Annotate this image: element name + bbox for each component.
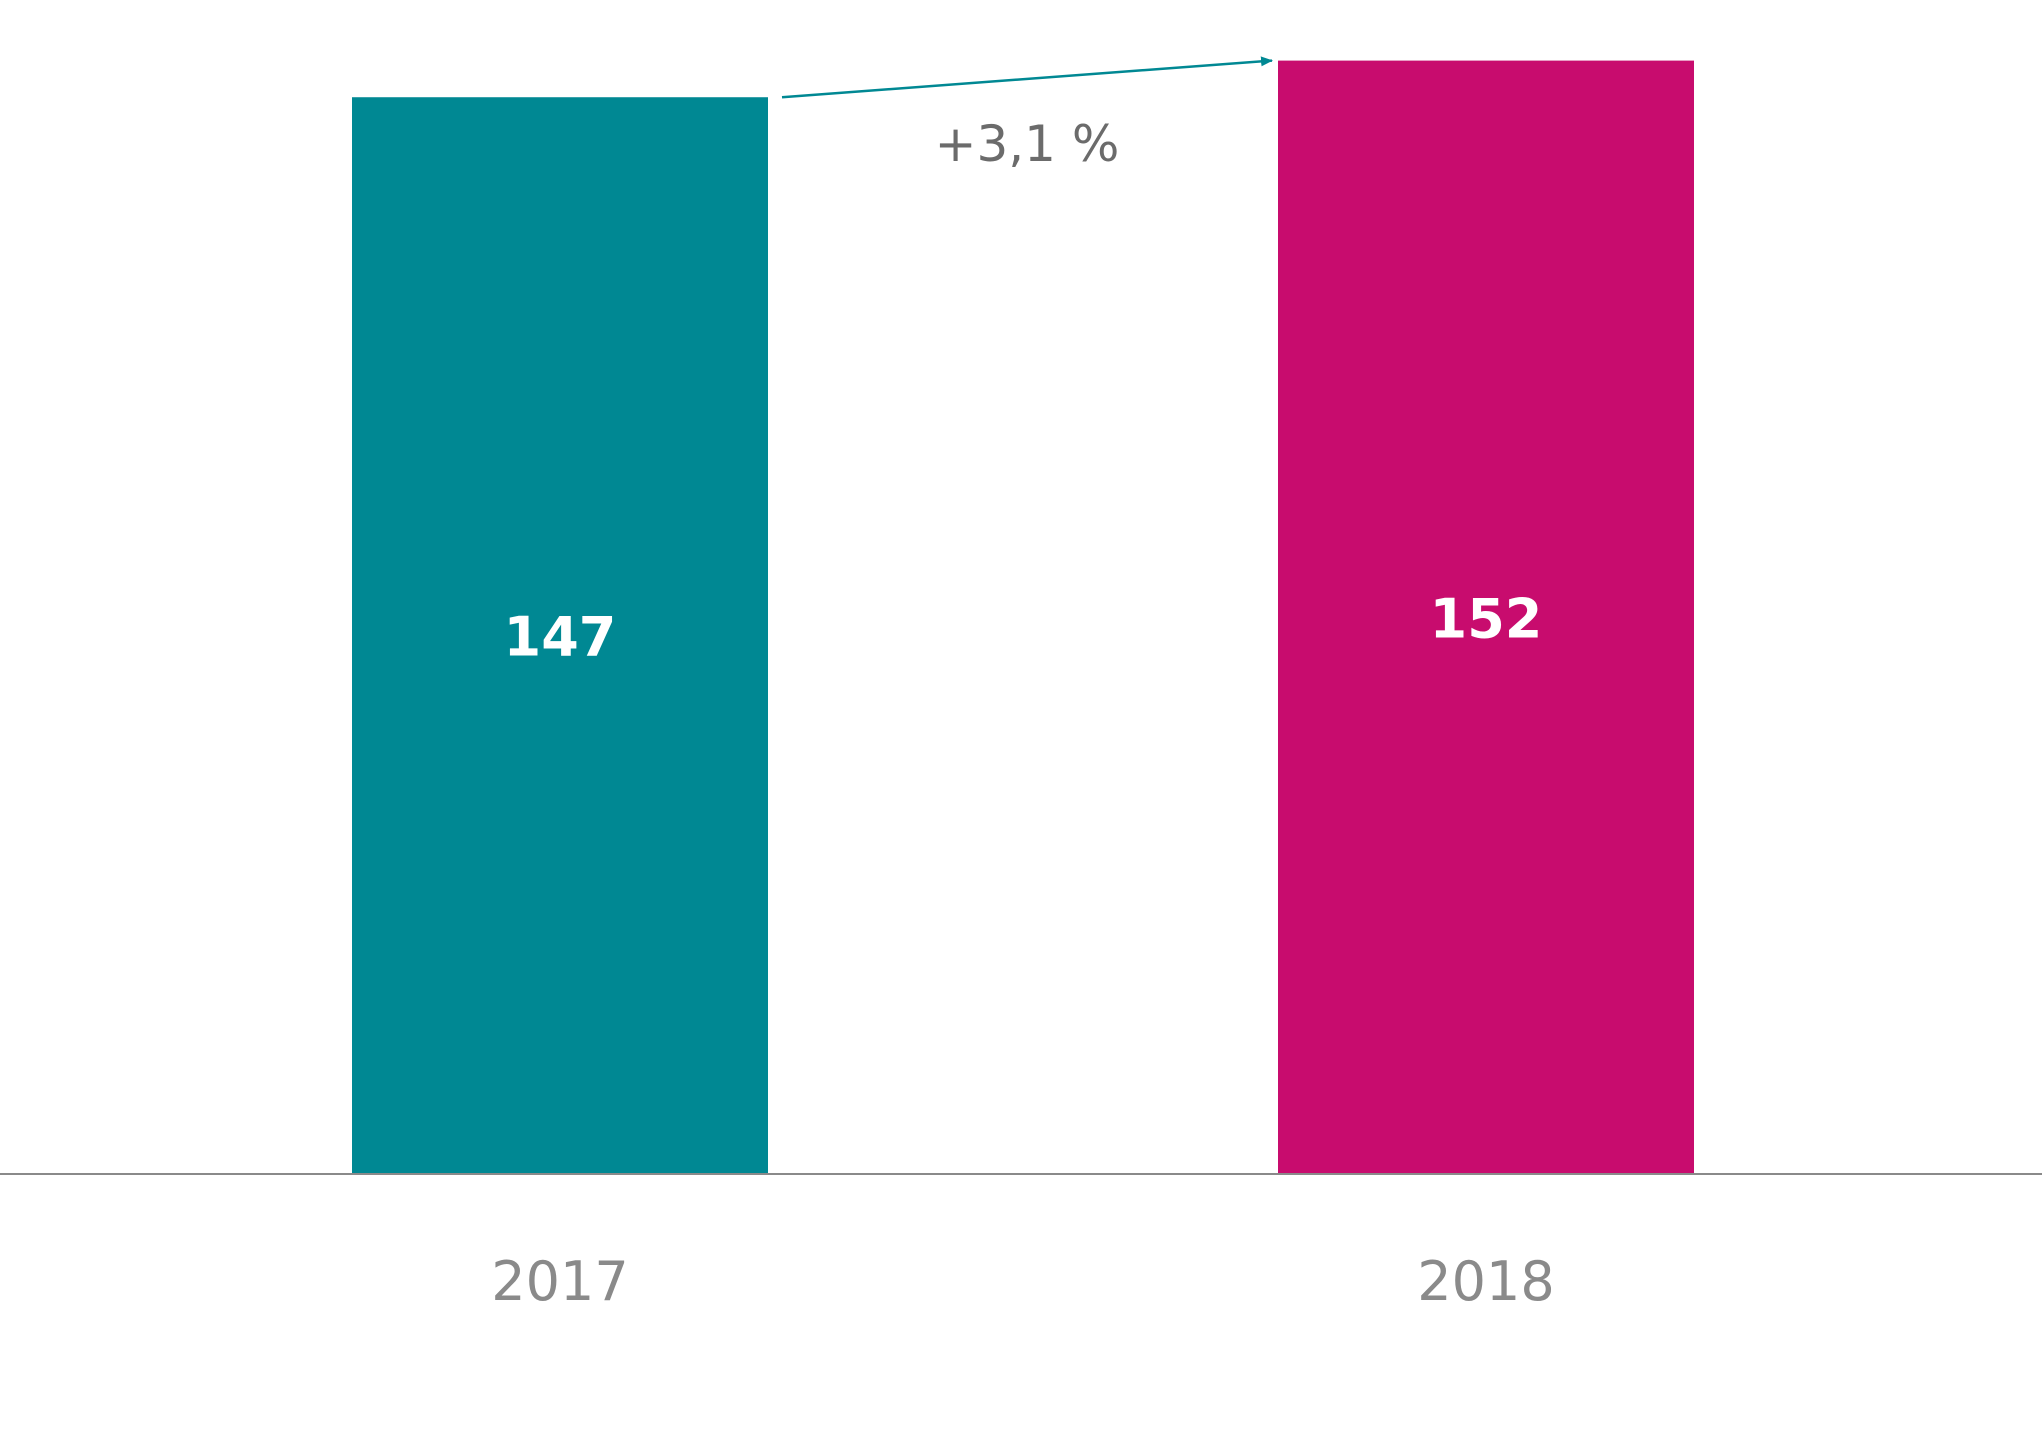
annotation-layer: +3,1 % [781, 56, 1273, 173]
x-tick-label-2017: 2017 [491, 1250, 628, 1313]
x-tick-label-2018: 2018 [1417, 1250, 1554, 1313]
change-arrow [781, 56, 1273, 99]
change-percent-label: +3,1 % [935, 115, 1120, 173]
bar-2017 [352, 97, 768, 1175]
bars-layer [352, 60, 1694, 1175]
bar-value-label-2017: 147 [504, 606, 617, 669]
bar-value-label-2018: 152 [1430, 587, 1543, 650]
bar-2018 [1278, 60, 1694, 1175]
tick-labels-layer: 2017 2018 [491, 1250, 1554, 1313]
bar-labels-layer: 147 152 [504, 587, 1543, 668]
